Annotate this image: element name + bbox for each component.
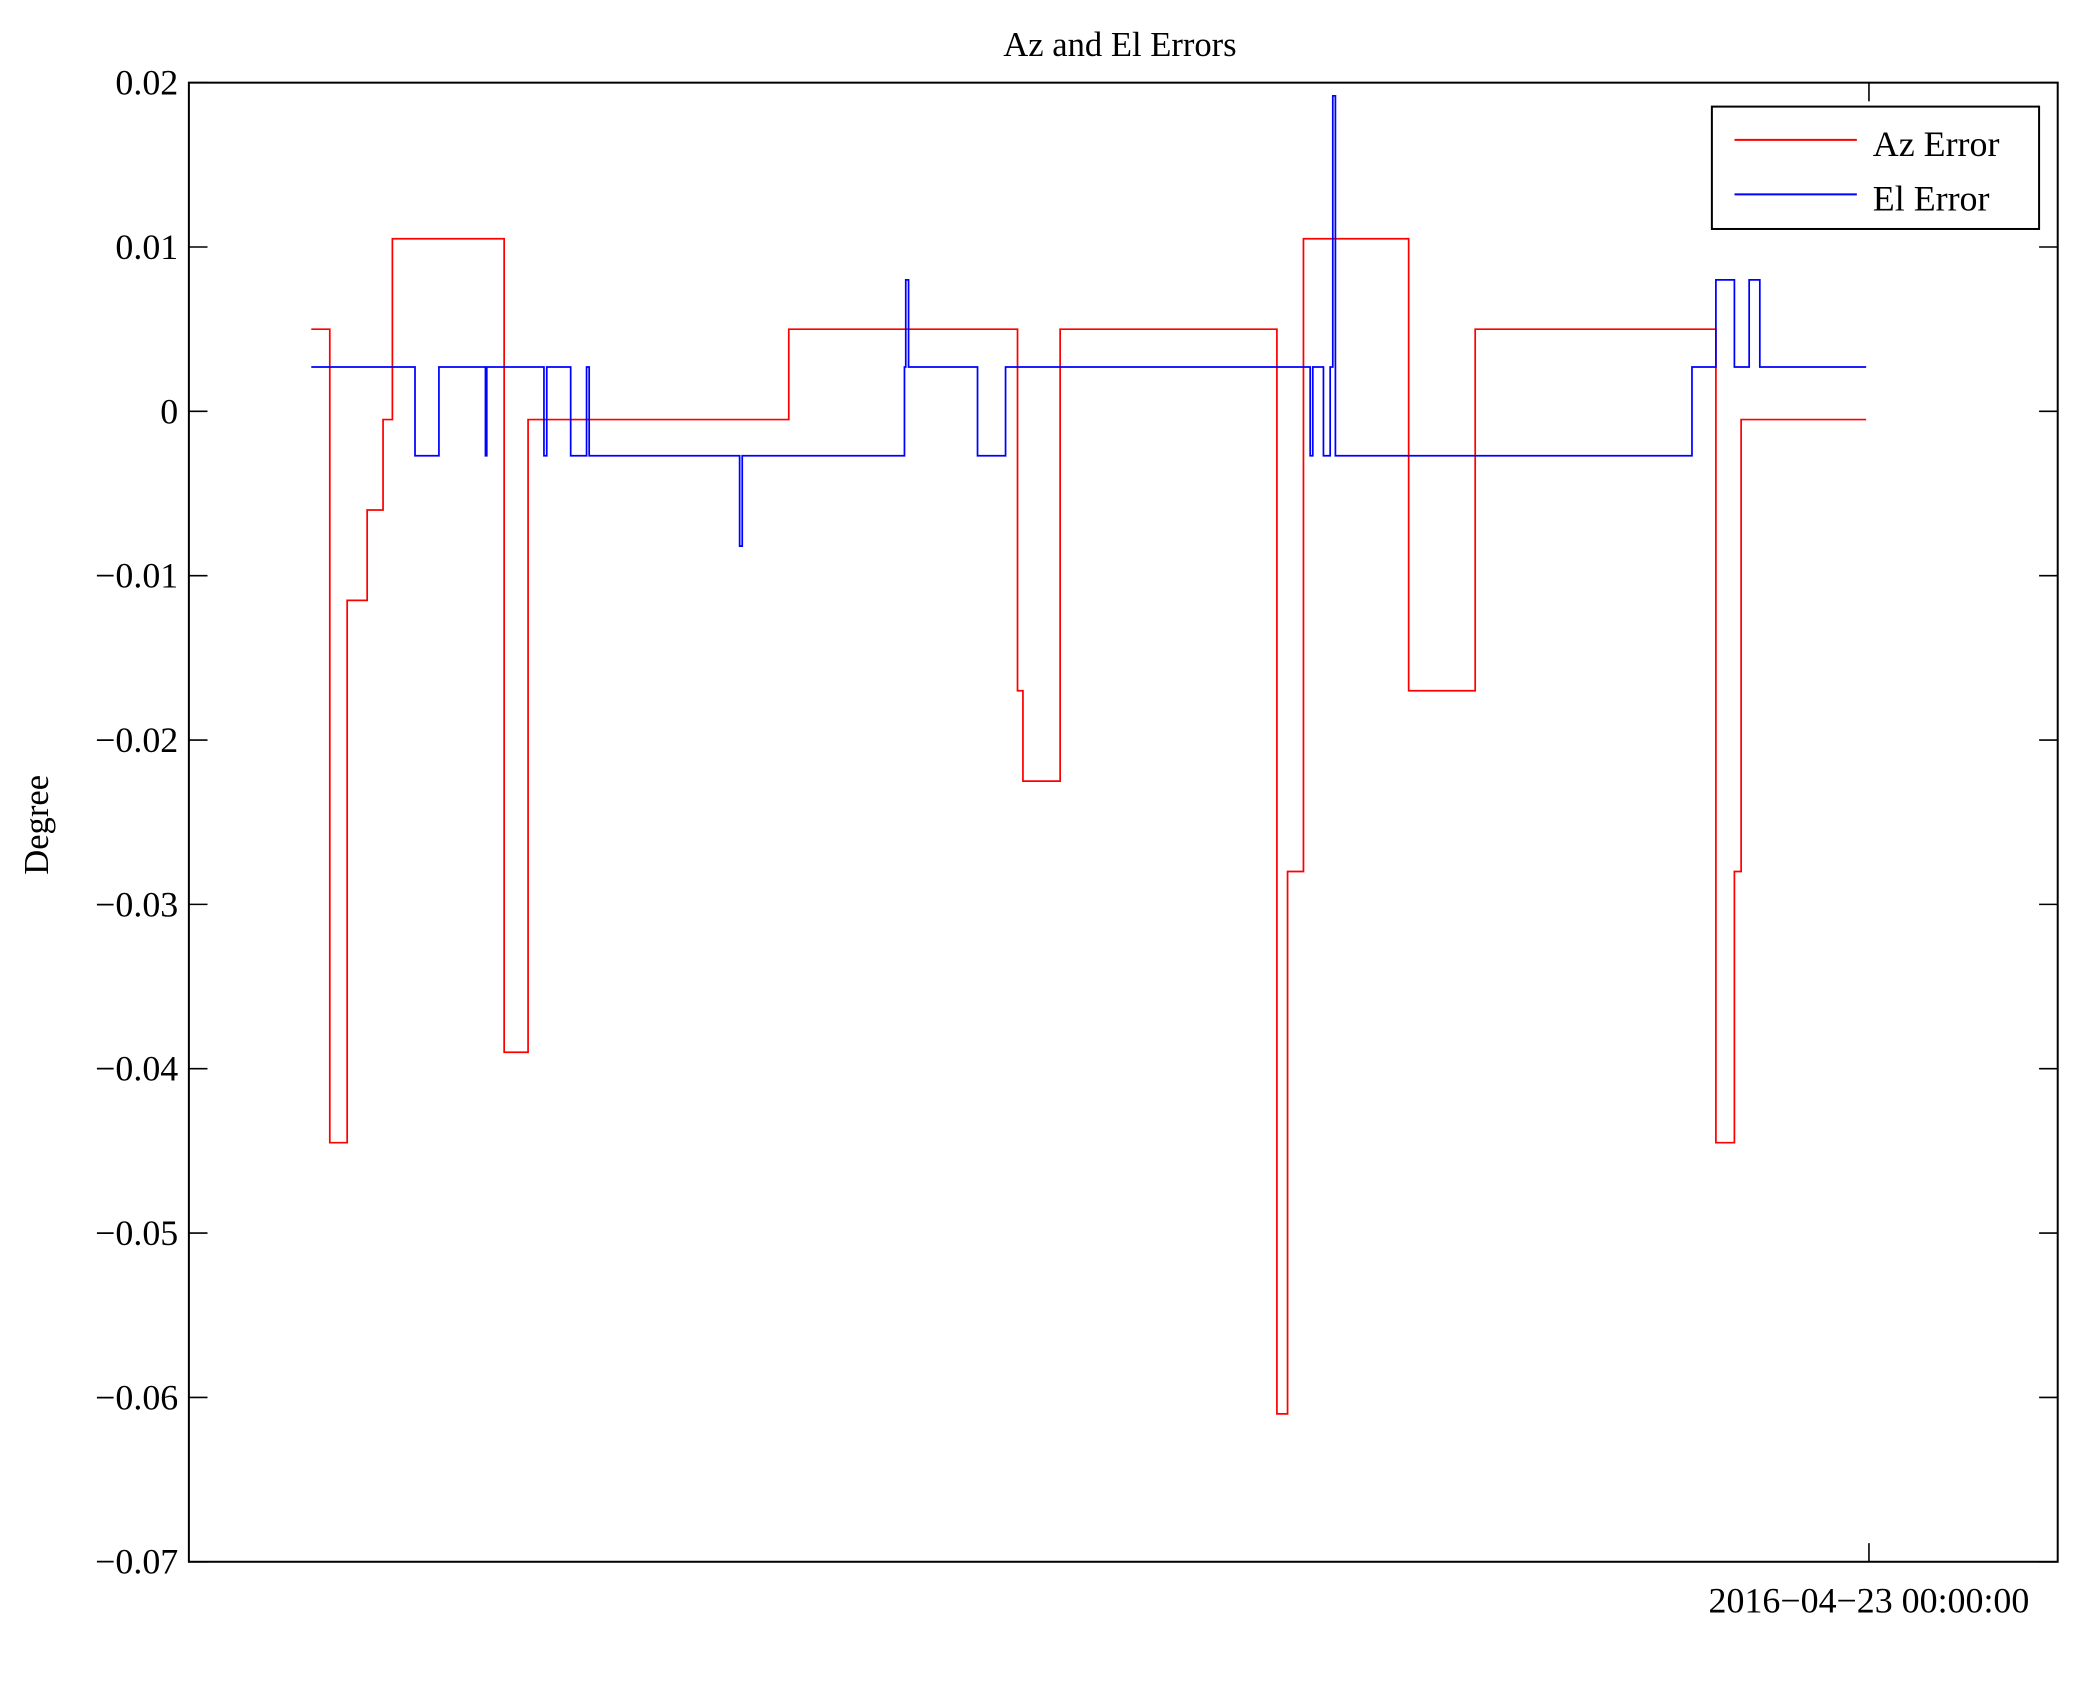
y-tick-label: 0.02 [115,63,178,103]
y-tick-label: −0.04 [95,1049,178,1089]
y-tick-label: −0.06 [95,1377,178,1417]
y-axis-label: Degree [18,775,56,875]
series-line-az-error [311,237,1867,1415]
y-tick-label: −0.02 [95,720,178,760]
y-tick-label: −0.01 [95,556,178,596]
y-tick-label: 0.01 [115,227,178,267]
y-tick-label: 0 [160,391,178,431]
legend-label-el-error: El Error [1873,178,1990,218]
legend-label-az-error: Az Error [1873,124,2000,164]
legend-box [1710,105,2041,230]
chart-title: Az and El Errors [1003,26,1236,64]
series-line-el-error [311,94,1867,547]
y-tick-label: −0.03 [95,884,178,924]
y-tick-label: −0.05 [95,1213,178,1253]
plot-frame [187,81,2059,1563]
legend: Az Error El Error [1710,105,2041,230]
y-tick-label: −0.07 [95,1542,178,1582]
x-tick-label: 2016−04−23 00:00:00 [1709,1580,2030,1620]
